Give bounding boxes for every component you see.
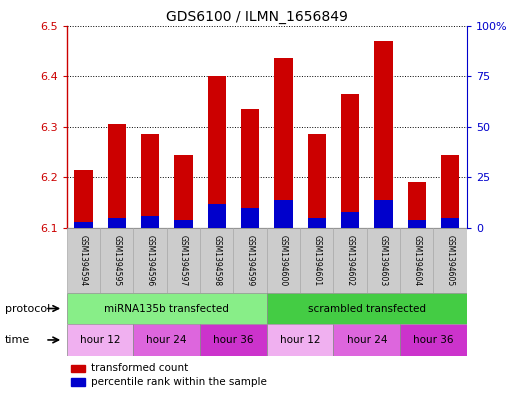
Text: GSM1394602: GSM1394602 bbox=[346, 235, 354, 286]
Text: GSM1394600: GSM1394600 bbox=[279, 235, 288, 286]
Bar bbox=[71, 365, 85, 372]
Text: hour 12: hour 12 bbox=[80, 335, 120, 345]
Bar bbox=[274, 59, 292, 228]
Bar bbox=[308, 134, 326, 228]
Bar bbox=[341, 94, 359, 228]
Bar bbox=[267, 324, 333, 356]
Text: GSM1394596: GSM1394596 bbox=[146, 235, 154, 286]
Text: miRNA135b transfected: miRNA135b transfected bbox=[104, 303, 229, 314]
Text: hour 24: hour 24 bbox=[147, 335, 187, 345]
Bar bbox=[333, 228, 367, 293]
Bar bbox=[141, 134, 159, 228]
Text: GSM1394594: GSM1394594 bbox=[79, 235, 88, 286]
Bar bbox=[141, 216, 159, 228]
Bar bbox=[241, 109, 259, 228]
Bar bbox=[308, 218, 326, 228]
Bar bbox=[441, 154, 459, 228]
Bar bbox=[108, 218, 126, 228]
Bar bbox=[133, 324, 200, 356]
Bar bbox=[233, 228, 267, 293]
Text: time: time bbox=[5, 335, 30, 345]
Text: hour 12: hour 12 bbox=[280, 335, 320, 345]
Bar bbox=[408, 182, 426, 228]
Bar bbox=[108, 124, 126, 228]
Bar bbox=[241, 208, 259, 228]
Text: GSM1394599: GSM1394599 bbox=[246, 235, 254, 286]
Bar bbox=[174, 220, 192, 228]
Bar bbox=[67, 228, 100, 293]
Bar bbox=[267, 293, 467, 324]
Text: GSM1394598: GSM1394598 bbox=[212, 235, 221, 286]
Bar bbox=[71, 378, 85, 386]
Bar bbox=[408, 220, 426, 228]
Bar bbox=[200, 324, 267, 356]
Bar bbox=[374, 41, 392, 228]
Text: GSM1394604: GSM1394604 bbox=[412, 235, 421, 286]
Text: transformed count: transformed count bbox=[91, 363, 188, 373]
Text: protocol: protocol bbox=[5, 303, 50, 314]
Text: scrambled transfected: scrambled transfected bbox=[308, 303, 426, 314]
Bar bbox=[433, 228, 467, 293]
Bar bbox=[374, 200, 392, 228]
Bar bbox=[208, 204, 226, 228]
Bar bbox=[67, 324, 133, 356]
Bar bbox=[74, 170, 92, 228]
Text: GSM1394603: GSM1394603 bbox=[379, 235, 388, 286]
Bar bbox=[274, 200, 292, 228]
Bar bbox=[100, 228, 133, 293]
Bar bbox=[400, 228, 433, 293]
Text: hour 36: hour 36 bbox=[413, 335, 453, 345]
Bar bbox=[133, 228, 167, 293]
Bar bbox=[367, 228, 400, 293]
Text: GSM1394605: GSM1394605 bbox=[446, 235, 455, 286]
Text: percentile rank within the sample: percentile rank within the sample bbox=[91, 377, 267, 387]
Bar bbox=[267, 228, 300, 293]
Bar bbox=[67, 293, 267, 324]
Text: hour 24: hour 24 bbox=[347, 335, 387, 345]
Bar bbox=[333, 324, 400, 356]
Bar bbox=[400, 324, 467, 356]
Bar bbox=[174, 154, 192, 228]
Text: hour 36: hour 36 bbox=[213, 335, 253, 345]
Bar bbox=[200, 228, 233, 293]
Bar bbox=[167, 228, 200, 293]
Text: GDS6100 / ILMN_1656849: GDS6100 / ILMN_1656849 bbox=[166, 10, 347, 24]
Bar bbox=[208, 76, 226, 228]
Text: GSM1394597: GSM1394597 bbox=[179, 235, 188, 286]
Text: GSM1394601: GSM1394601 bbox=[312, 235, 321, 286]
Bar bbox=[341, 212, 359, 228]
Text: GSM1394595: GSM1394595 bbox=[112, 235, 121, 286]
Bar bbox=[300, 228, 333, 293]
Bar bbox=[441, 218, 459, 228]
Bar bbox=[74, 222, 92, 228]
